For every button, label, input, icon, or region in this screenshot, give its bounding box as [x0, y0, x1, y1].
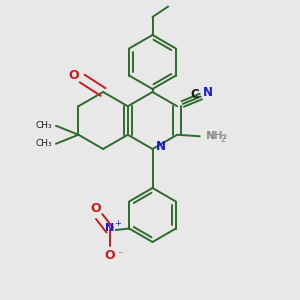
Text: CH₃: CH₃ [36, 121, 52, 130]
Text: ⁻: ⁻ [118, 250, 123, 261]
Text: N: N [203, 86, 213, 99]
Text: O: O [104, 249, 115, 262]
Text: NH₂: NH₂ [207, 131, 228, 141]
Text: O: O [91, 202, 101, 215]
Text: +: + [115, 218, 122, 227]
Text: 2: 2 [221, 135, 226, 144]
Text: CH₃: CH₃ [36, 139, 52, 148]
Text: NH: NH [206, 131, 222, 141]
Text: N: N [155, 140, 166, 154]
Text: O: O [69, 69, 80, 82]
Text: N: N [105, 223, 114, 233]
Text: C: C [190, 88, 199, 101]
